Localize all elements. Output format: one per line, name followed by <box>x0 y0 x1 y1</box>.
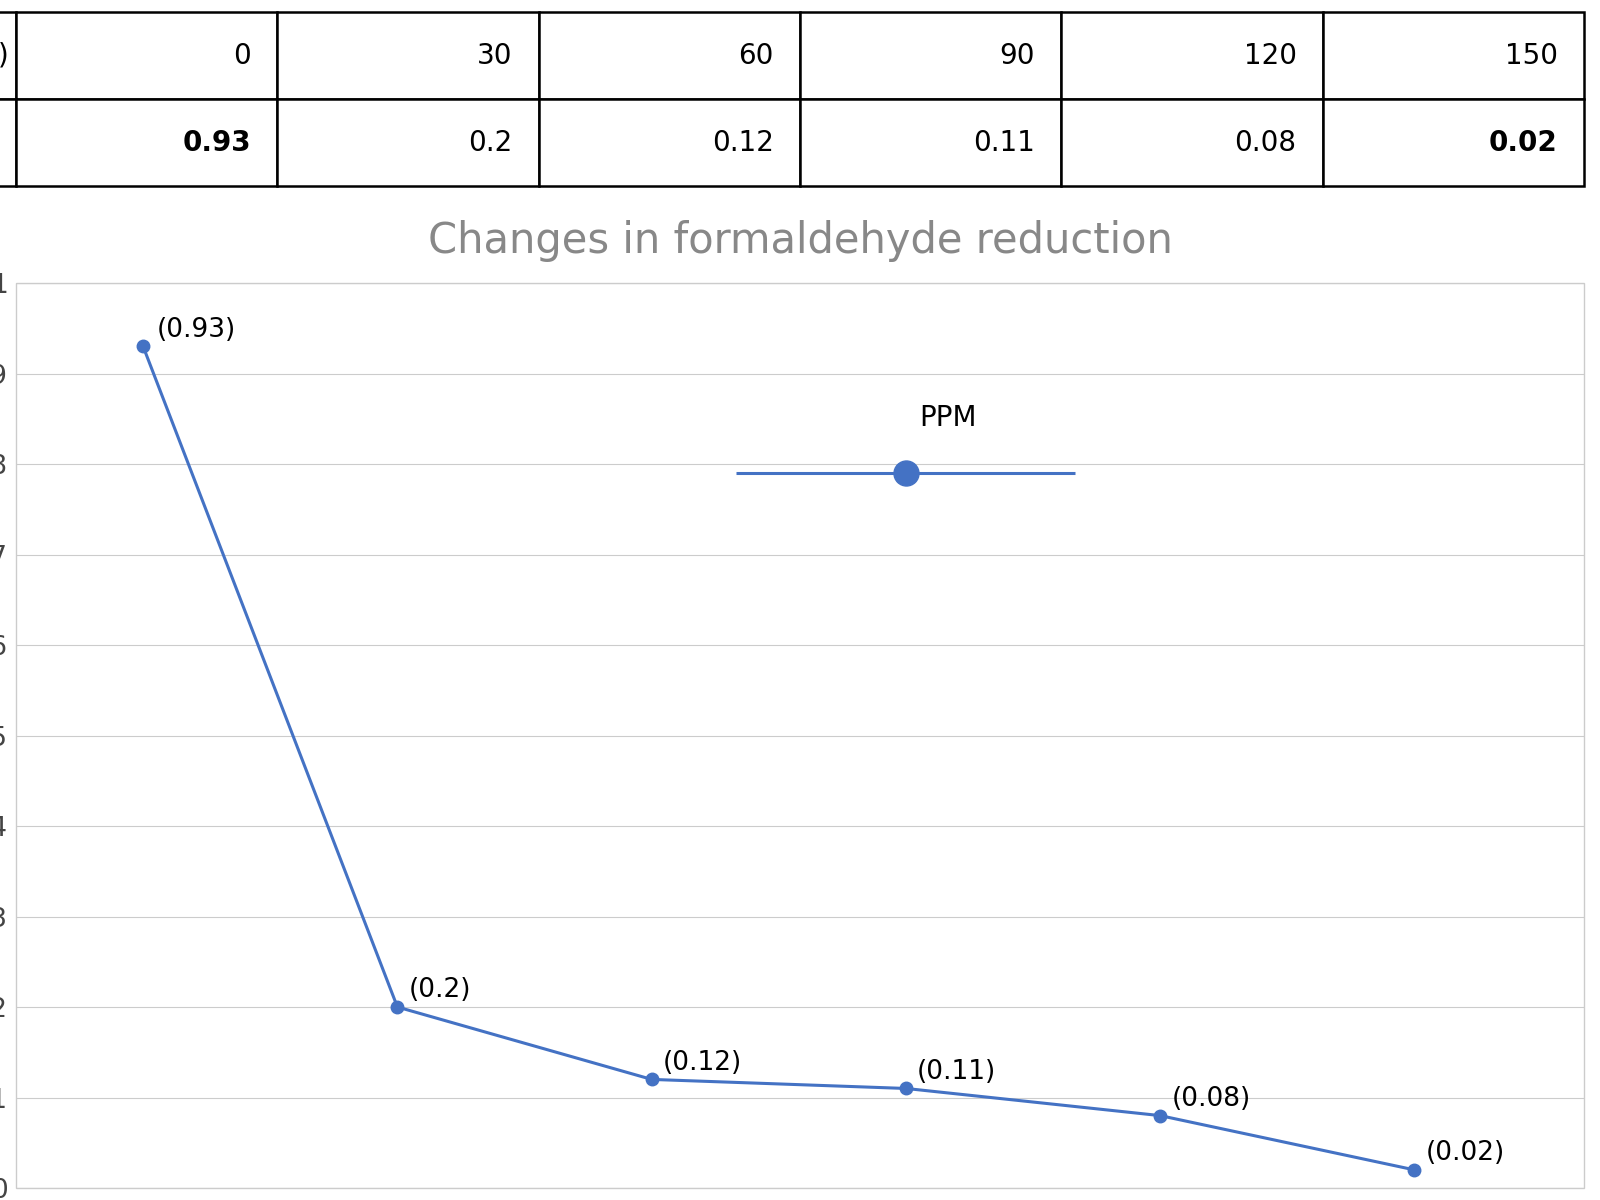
Text: (0.2): (0.2) <box>408 977 470 1003</box>
Text: (0.11): (0.11) <box>917 1058 997 1085</box>
Text: (0.93): (0.93) <box>157 317 237 343</box>
Text: PPM: PPM <box>920 404 978 432</box>
Text: (0.12): (0.12) <box>662 1050 742 1075</box>
Text: (0.08): (0.08) <box>1171 1086 1251 1112</box>
Title: Changes in formaldehyde reduction: Changes in formaldehyde reduction <box>427 220 1173 262</box>
Text: (0.02): (0.02) <box>1426 1140 1506 1166</box>
